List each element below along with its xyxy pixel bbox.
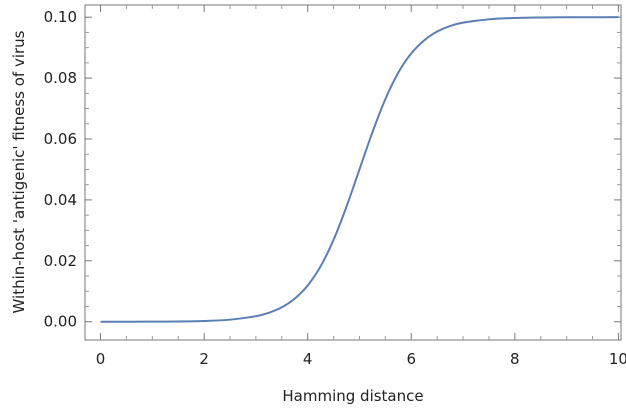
x-tick-label: 8 xyxy=(510,350,520,368)
y-axis-label: Within-host 'antigenic' fitness of virus xyxy=(10,30,28,313)
ticks-layer xyxy=(85,5,621,340)
y-tick-label: 0.04 xyxy=(44,191,77,209)
y-tick-label: 0.08 xyxy=(44,69,77,87)
y-tick-labels: 0.00 0.02 0.04 0.06 0.08 0.10 xyxy=(44,8,77,331)
x-tick-label: 2 xyxy=(199,350,209,368)
series-layer xyxy=(100,16,619,323)
x-tick-labels: 0 2 4 6 8 10 xyxy=(96,350,626,368)
y-tick-label: 0.00 xyxy=(44,313,77,331)
plot-frame xyxy=(84,4,622,341)
x-axis-label: Hamming distance xyxy=(282,387,423,405)
x-tick-label: 6 xyxy=(406,350,416,368)
series-line xyxy=(100,16,619,323)
x-tick-label: 10 xyxy=(609,350,626,368)
x-tick-label: 0 xyxy=(96,350,106,368)
y-tick-label: 0.02 xyxy=(44,252,77,270)
y-tick-label: 0.06 xyxy=(44,130,77,148)
y-tick-label: 0.10 xyxy=(44,8,77,26)
x-tick-label: 4 xyxy=(303,350,313,368)
